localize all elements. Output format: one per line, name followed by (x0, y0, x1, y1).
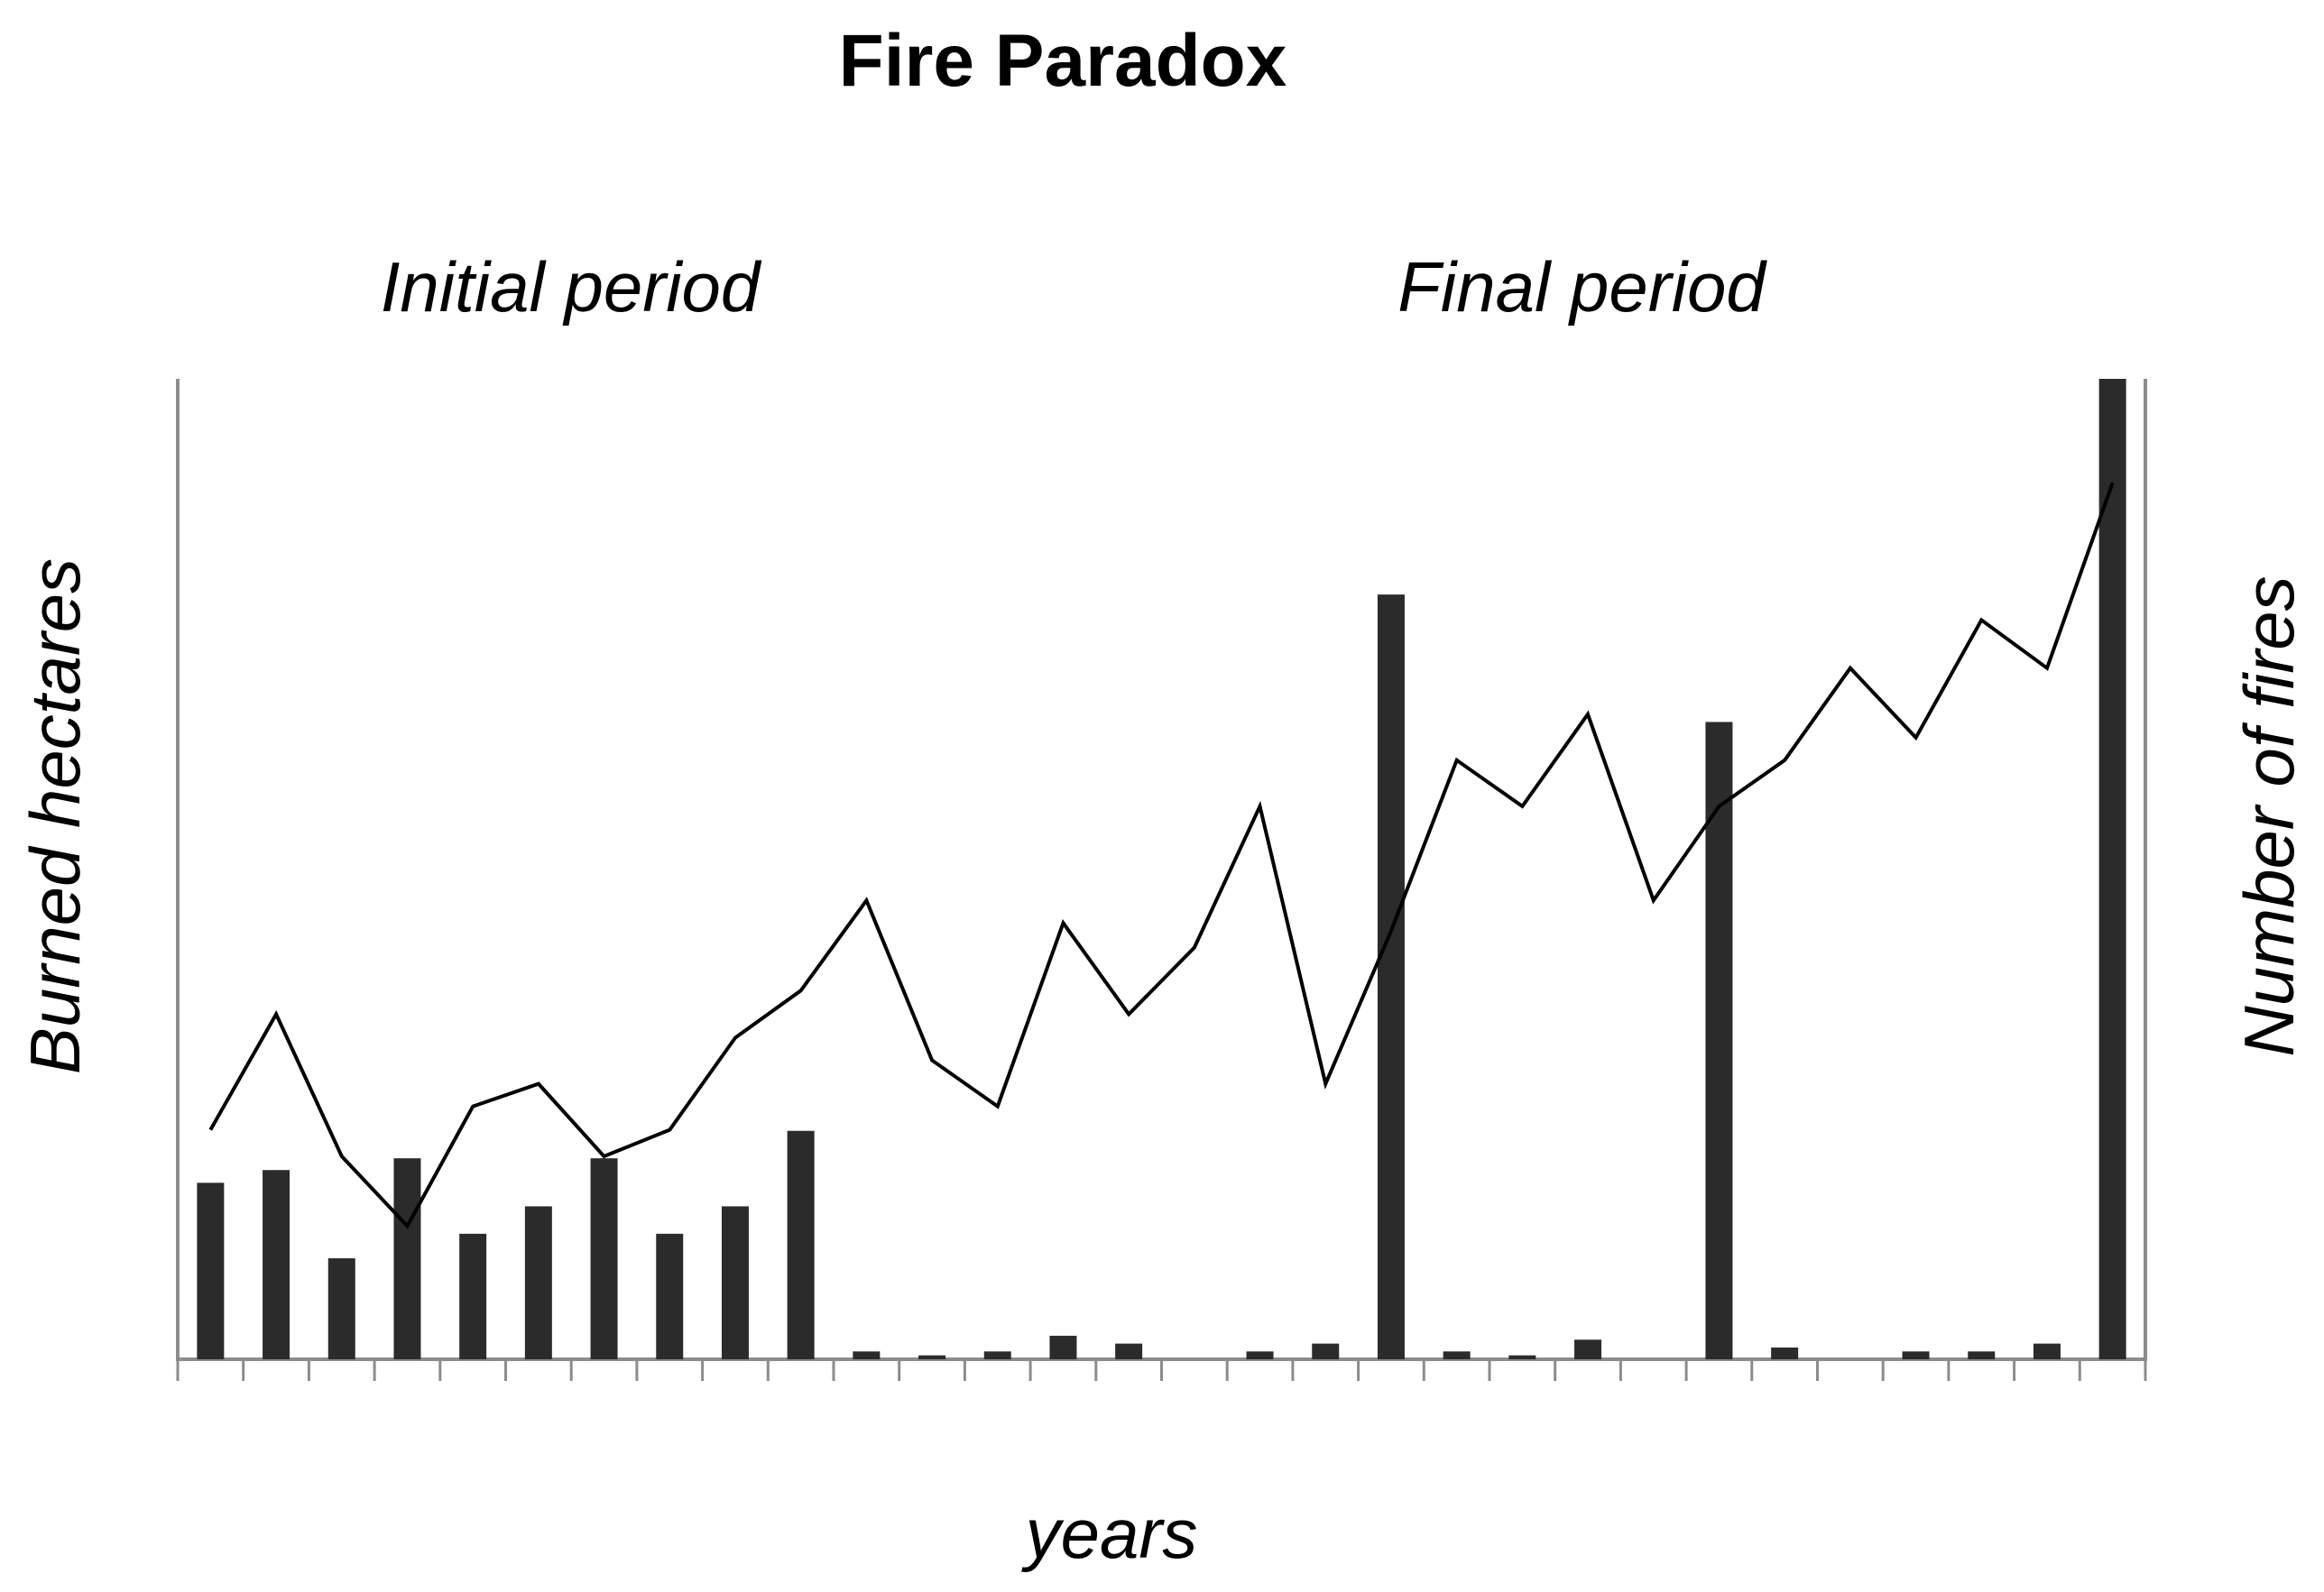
bar (1049, 1335, 1077, 1359)
bar (393, 1158, 421, 1359)
chart-title: Fire Paradox (839, 20, 1287, 102)
bar (524, 1206, 552, 1359)
bar (1377, 594, 1405, 1359)
bar (1574, 1339, 1602, 1359)
bar (1705, 722, 1733, 1359)
x-axis-ticks (176, 1359, 2147, 1381)
bar (1312, 1343, 1340, 1359)
annotation-final-period: Final period (1397, 247, 1767, 327)
bar (1246, 1351, 1274, 1359)
bar-series (197, 379, 2126, 1359)
bar (1902, 1351, 1930, 1359)
bar (590, 1158, 618, 1359)
bar (1771, 1347, 1799, 1359)
bar (459, 1233, 487, 1359)
x-axis-label: years (1021, 1494, 1198, 1573)
bar (983, 1351, 1011, 1359)
bar (197, 1182, 225, 1359)
y-axis-left-label: Burned hectares (15, 558, 95, 1074)
bar (721, 1206, 749, 1359)
bar (918, 1355, 946, 1359)
bar (1443, 1351, 1471, 1359)
annotation-initial-period: Initial period (381, 247, 762, 327)
bar (1508, 1355, 1536, 1359)
bar (656, 1233, 684, 1359)
y-axis-right-label: Number of fires (2229, 575, 2309, 1056)
bar (327, 1258, 355, 1359)
bar (2033, 1343, 2061, 1359)
bar (263, 1170, 290, 1359)
bar (787, 1130, 815, 1359)
bar (2098, 379, 2126, 1359)
bar (1968, 1351, 1996, 1359)
bar (1115, 1343, 1143, 1359)
bar (853, 1351, 881, 1359)
line-series (208, 482, 2115, 1229)
